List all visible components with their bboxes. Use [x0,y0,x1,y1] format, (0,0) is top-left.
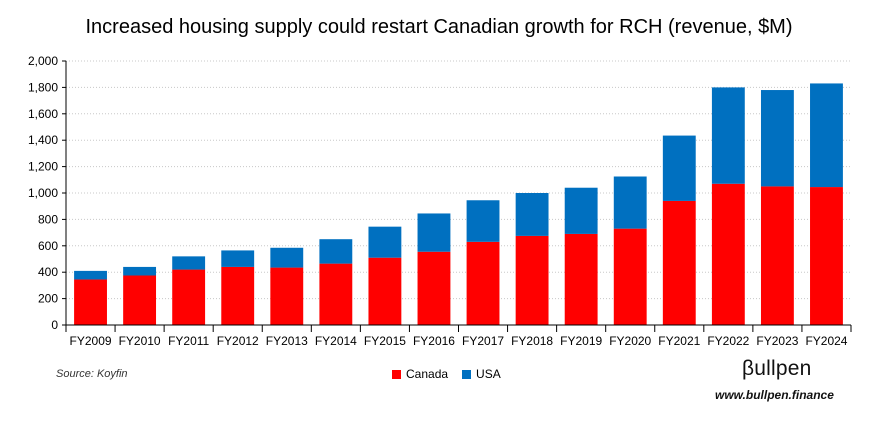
bar-usa-fy2019 [564,187,598,234]
bar-canada-fy2016 [417,251,451,325]
x-tick-label: FY2015 [364,334,406,348]
y-tick-label: 1,200 [28,160,58,174]
x-tick-label: FY2022 [707,334,749,348]
y-tick-label: 0 [51,318,58,332]
legend-item-usa: USA [462,367,501,381]
x-tick-label: FY2020 [609,334,651,348]
bar-canada-fy2017 [466,241,500,325]
bar-usa-fy2015 [368,226,402,258]
y-tick-label: 1,800 [28,80,58,94]
x-tick-label: FY2018 [511,334,553,348]
bar-canada-fy2023 [760,186,794,325]
bar-canada-fy2019 [564,233,598,325]
legend-swatch-usa [462,369,472,379]
bar-usa-fy2013 [270,247,304,268]
x-tick-label: FY2014 [315,334,357,348]
x-tick-label: FY2012 [217,334,259,348]
bar-canada-fy2012 [221,266,255,325]
x-tick-label: FY2024 [805,334,847,348]
y-tick-label: 1,400 [28,133,58,147]
x-tick-label: FY2016 [413,334,455,348]
bar-canada-fy2009 [74,279,107,325]
bar-canada-fy2024 [810,187,843,325]
bar-usa-fy2010 [123,266,157,276]
x-tick-label: FY2009 [70,334,112,348]
source-note: Source: Koyfin [56,368,128,380]
x-tick-label: FY2013 [266,334,308,348]
bar-canada-fy2014 [319,263,353,325]
y-tick-label: 1,600 [28,107,58,121]
bar-canada-fy2011 [172,269,206,325]
bar-canada-fy2015 [368,257,402,325]
chart-title: Increased housing supply could restart C… [85,16,793,38]
bar-usa-fy2016 [417,213,451,252]
bar-usa-fy2017 [466,200,500,242]
x-tick-label: FY2019 [560,334,602,348]
bar-canada-fy2010 [123,275,157,325]
bar-usa-fy2024 [810,83,843,188]
bar-canada-fy2013 [270,267,304,325]
x-tick-label: FY2017 [462,334,504,348]
legend-item-canada: Canada [392,367,448,381]
bar-canada-fy2018 [515,235,549,325]
bar-usa-fy2020 [613,176,647,229]
x-tick-label: FY2011 [168,334,209,348]
brand-logo: βullpen [742,357,812,380]
bar-usa-fy2009 [74,270,107,280]
legend-label-canada: Canada [406,367,449,381]
y-tick-label: 400 [38,265,58,279]
x-tick-label: FY2010 [119,334,161,348]
y-tick-label: 600 [38,239,58,253]
bar-canada-fy2021 [662,200,696,325]
bar-usa-fy2022 [711,87,745,184]
y-tick-label: 2,000 [28,54,58,68]
bar-usa-fy2018 [515,193,549,236]
legend-swatch-canada [392,369,401,379]
bar-usa-fy2012 [221,250,255,267]
y-tick-label: 200 [38,292,58,306]
legend: Canada USA [392,367,501,381]
brand-url: www.bullpen.finance [715,388,834,402]
x-tick-label: FY2023 [756,334,798,348]
bar-usa-fy2011 [172,256,206,270]
legend-label-usa: USA [476,367,501,381]
bar-usa-fy2023 [760,90,794,187]
bar-usa-fy2014 [319,239,353,264]
y-tick-label: 800 [38,212,58,226]
y-tick-label: 1,000 [28,186,58,200]
bar-usa-fy2021 [662,135,696,201]
bar-canada-fy2022 [711,183,745,325]
bar-canada-fy2020 [613,228,647,325]
x-tick-label: FY2021 [658,334,700,348]
